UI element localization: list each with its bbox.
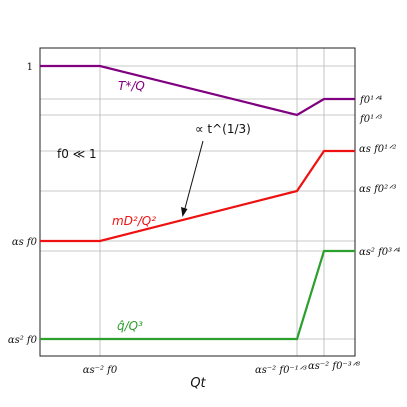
y-tick-label-right: αs f0¹ᐟ² xyxy=(359,144,396,155)
x-tick-label: αs⁻² f0⁻¹ᐟ³ xyxy=(255,365,307,376)
x-tick-label: αs⁻² f0⁻³ᐟ⁸ xyxy=(308,361,360,372)
y-tick-label-left: 1 xyxy=(27,62,33,73)
series-line-debye-mass xyxy=(40,149,355,243)
series-line-qhat xyxy=(40,249,355,341)
y-tick-label-left: αs f0 xyxy=(12,237,38,248)
regime-annotation: f0 ≪ 1 xyxy=(57,147,97,161)
x-axis-label: Qt xyxy=(190,376,206,391)
y-tick-label-right: f0¹ᐟ⁴ xyxy=(359,95,382,106)
y-tick-label-right: αs² f0³ᐟ⁴ xyxy=(359,247,400,258)
series-label-qhat: q̂/Q³ xyxy=(117,319,143,333)
x-tick-label: αs⁻² f0 xyxy=(83,365,118,376)
scaling-arrow-head xyxy=(181,207,188,217)
plot-frame xyxy=(39,47,356,357)
series-label-debye-mass: mD²/Q² xyxy=(112,214,156,228)
y-tick-label-left: αs² f0 xyxy=(8,335,38,346)
series-line-t-star xyxy=(40,64,355,117)
y-tick-label-right: αs f0²ᐟ³ xyxy=(359,184,396,195)
scaling-annotation: ∝ t^(1/3) xyxy=(195,122,251,136)
scaling-arrow-shaft xyxy=(183,140,204,213)
y-tick-label-right: f0¹ᐟ³ xyxy=(359,114,382,125)
series-label-t-star: T*/Q xyxy=(118,79,145,93)
